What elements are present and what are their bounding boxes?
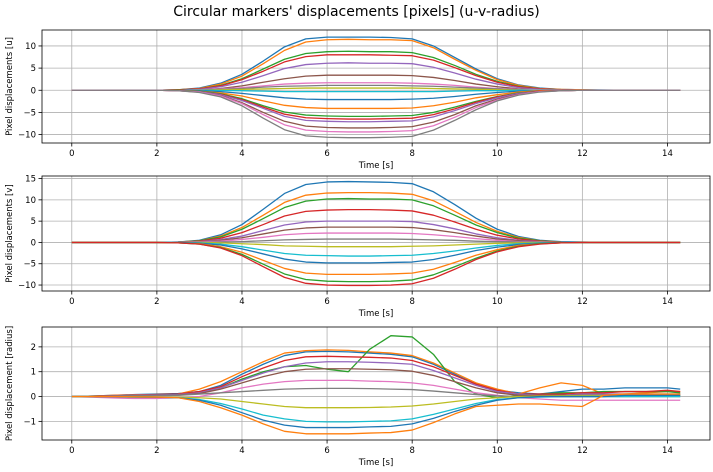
series-line-4 (71, 208, 681, 244)
x-tick-label: 10 (492, 446, 503, 456)
y-axis-label: Pixel displacements [u] (5, 37, 15, 136)
x-tick-label: 6 (324, 297, 329, 307)
x-axis-label: Time [s] (358, 309, 394, 319)
y-tick-label: 2 (31, 343, 36, 353)
x-tick-label: 2 (154, 149, 159, 159)
y-tick-label: 5 (31, 217, 36, 227)
x-tick-label: 10 (492, 149, 503, 159)
x-tick-label: 0 (69, 446, 74, 456)
y-tick-label: 5 (31, 64, 36, 74)
series-line-10 (71, 241, 681, 257)
series-line-14 (71, 241, 681, 287)
series-line-15 (71, 89, 681, 123)
series-line-11 (71, 241, 681, 264)
series-line-5 (71, 361, 681, 398)
axes-frame (41, 29, 711, 144)
y-axis-label: Pixel displacements [v] (5, 184, 15, 282)
x-tick-label: 12 (577, 149, 588, 159)
y-tick-label: −1 (23, 417, 36, 427)
x-tick-label: 14 (662, 149, 673, 159)
axes-frame (41, 175, 711, 292)
x-tick-label: 6 (324, 446, 329, 456)
series-group (71, 180, 681, 287)
series-group (71, 36, 681, 139)
y-axis-label: Pixel displacement [radius] (5, 326, 15, 441)
series-line-7 (71, 232, 681, 244)
x-tick-label: 14 (662, 297, 673, 307)
series-line-14 (71, 89, 681, 120)
y-tick-label: 10 (25, 196, 36, 206)
figure-title: Circular markers' displacements [pixels]… (173, 4, 540, 20)
x-tick-label: 0 (69, 297, 74, 307)
series-line-6 (71, 226, 681, 244)
x-axis-label: Time [s] (358, 458, 394, 468)
x-tick-label: 2 (154, 446, 159, 456)
series-line-13 (71, 241, 681, 283)
series-line-17 (71, 89, 681, 133)
x-tick-label: 8 (409, 446, 414, 456)
axes-frame (41, 326, 711, 441)
y-tick-label: −5 (23, 108, 36, 118)
x-tick-label: 2 (154, 297, 159, 307)
x-tick-label: 12 (577, 297, 588, 307)
subplot-2: 0 2 4 6 8 10 12 14 −10 −5 0 5 10 15 Time [s] Pixel disp… (5, 175, 711, 319)
x-tick-label: 8 (409, 149, 414, 159)
x-axis-label: Time [s] (358, 161, 394, 171)
y-tick-label: −10 (18, 131, 36, 141)
x-tick-label: 4 (239, 446, 244, 456)
y-tick-label: 10 (25, 42, 36, 52)
series-group (71, 335, 681, 435)
series-line-5 (71, 62, 681, 91)
y-tick-label: 0 (31, 393, 36, 403)
y-tick-label: −10 (18, 281, 36, 291)
x-tick-label: 0 (69, 149, 74, 159)
y-tick-label: 0 (31, 238, 36, 248)
y-tick-label: 1 (31, 368, 36, 378)
series-line-12 (71, 393, 681, 435)
y-tick-label: 0 (31, 86, 36, 96)
y-tick-label: −5 (23, 260, 36, 270)
x-tick-label: 8 (409, 297, 414, 307)
x-tick-label: 4 (239, 149, 244, 159)
series-line-16 (71, 89, 681, 129)
series-line-7 (71, 82, 681, 91)
x-tick-label: 10 (492, 297, 503, 307)
x-tick-label: 4 (239, 297, 244, 307)
y-tick-label: 15 (25, 175, 36, 185)
x-tick-label: 12 (577, 446, 588, 456)
series-line-3 (71, 50, 681, 91)
subplot-1: 0 2 4 6 8 10 12 14 −10 −5 0 5 10 Time [s] Pixel displa… (5, 29, 711, 171)
x-tick-label: 6 (324, 149, 329, 159)
x-tick-label: 14 (662, 446, 673, 456)
series-line-18 (71, 89, 681, 139)
